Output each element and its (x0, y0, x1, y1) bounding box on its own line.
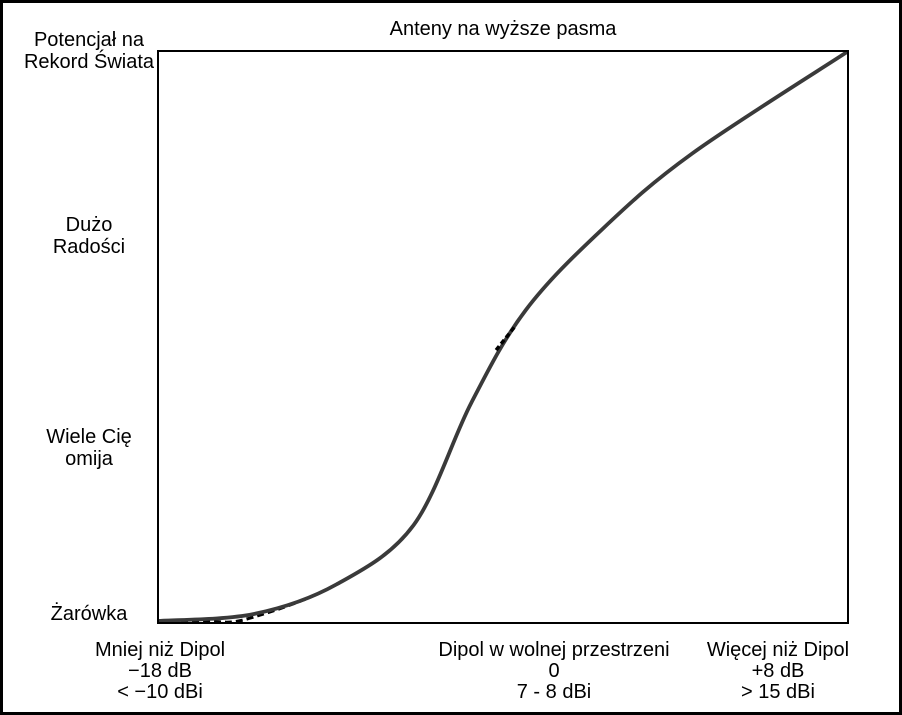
y-axis-label-line: omija (65, 448, 113, 470)
x-axis-label-more-than-dipole: Więcej niż Dipol +8 dB > 15 dBi (658, 640, 898, 703)
x-axis-label-line: Mniej niż Dipol (94, 639, 226, 661)
x-axis-label-line: +8 dB (751, 660, 805, 682)
x-axis-label-line: 7 - 8 dBi (516, 681, 592, 703)
x-axis-label-less-than-dipole: Mniej niż Dipol −18 dB < −10 dBi (40, 640, 280, 703)
y-axis-label-line: Potencjał na (33, 29, 145, 51)
y-axis-label-line: Żarówka (50, 603, 128, 625)
y-axis-label-missing-out: Wiele Cię omija (9, 426, 169, 470)
x-axis-label-line: Więcej niż Dipol (706, 639, 850, 661)
x-axis-label-line: > 15 dBi (741, 681, 815, 703)
y-axis-label-lightbulb: Żarówka (9, 603, 169, 625)
curve-dashed-series (159, 52, 847, 622)
y-axis-label-much-joy: Dużo Radości (9, 214, 169, 258)
chart-title: Anteny na wyższe pasma (389, 18, 617, 40)
x-axis-label-line: −18 dB (128, 660, 192, 682)
plot-area (157, 50, 849, 624)
curve-overlap-dash (494, 323, 518, 352)
x-axis-label-line: 0 (548, 660, 560, 682)
gain-curve-canvas (159, 52, 847, 622)
y-axis-label-line: Radości (52, 236, 126, 258)
y-axis-label-line: Dużo (65, 214, 113, 236)
x-axis-label-line: Dipol w wolnej przestrzeni (438, 639, 670, 661)
y-axis-label-line: Rekord Świata (23, 51, 155, 73)
x-axis-label-line: < −10 dBi (117, 681, 203, 703)
x-axis-label-free-space-dipole: Dipol w wolnej przestrzeni 0 7 - 8 dBi (414, 640, 694, 703)
y-axis-label-line: Wiele Cię (46, 426, 132, 448)
curve-main-series (159, 52, 847, 622)
y-axis-label-world-record: Potencjał na Rekord Świata (9, 29, 169, 73)
